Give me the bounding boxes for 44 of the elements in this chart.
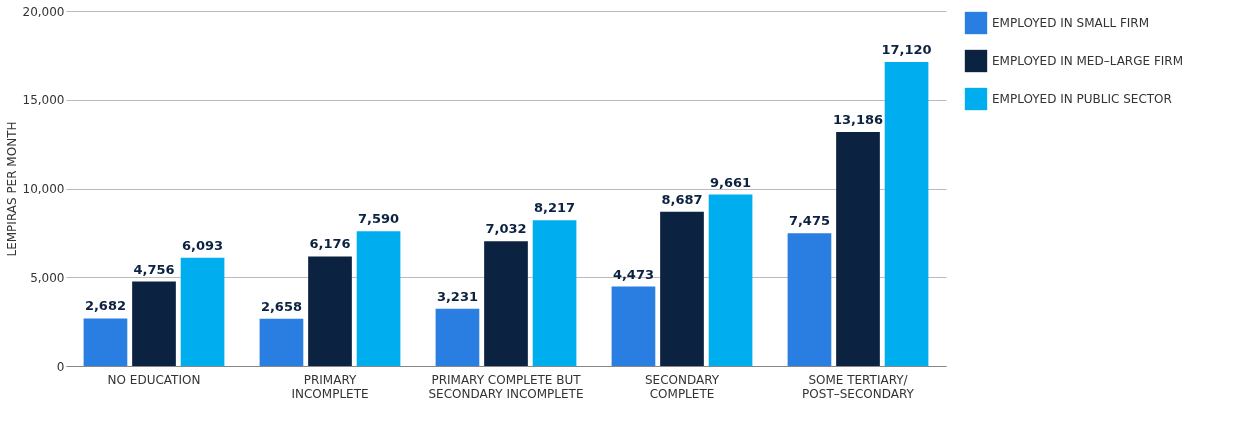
- data-label: 2,682: [84, 298, 127, 314]
- data-label: 7,032: [485, 221, 527, 237]
- data-label: 3,231: [436, 288, 479, 304]
- x-tick-label: SECONDARY COMPLETE: [644, 372, 720, 401]
- data-label: 4,756: [133, 261, 175, 277]
- data-label: 4,473: [612, 266, 655, 282]
- x-tick-label: PRIMARY INCOMPLETE: [291, 372, 369, 401]
- data-label: 2,658: [260, 298, 303, 314]
- data-label: 6,093: [181, 237, 224, 253]
- data-label: 9,661: [709, 174, 752, 190]
- y-tick-label: 5,000: [30, 270, 65, 285]
- x-tick-label: NO EDUCATION: [107, 372, 201, 387]
- data-label: 6,176: [309, 236, 351, 252]
- bar: [308, 256, 352, 366]
- bar: [708, 194, 753, 366]
- data-label: 8,217: [533, 200, 576, 216]
- bar: [132, 281, 176, 366]
- x-tick-label: SOME TERTIARY/ POST–SECONDARY: [802, 372, 915, 401]
- bar: [884, 62, 929, 366]
- bar: [83, 318, 128, 366]
- bar: [180, 257, 225, 366]
- bar: [259, 318, 304, 366]
- y-tick-label: 20,000: [22, 4, 65, 19]
- data-label: 13,186: [832, 111, 884, 127]
- x-tick-label: PRIMARY COMPLETE BUT SECONDARY INCOMPLETE: [428, 372, 584, 401]
- bar: [611, 286, 656, 366]
- bar: [660, 211, 704, 366]
- y-axis-title: LEMPIRAS PER MONTH: [4, 121, 19, 257]
- data-label: 17,120: [881, 42, 932, 58]
- legend-label: EMPLOYED IN PUBLIC SECTOR: [992, 92, 1172, 106]
- bar: [484, 241, 528, 366]
- bar: [435, 308, 480, 366]
- y-tick-label: 15,000: [22, 93, 65, 108]
- data-label: 8,687: [661, 191, 703, 207]
- bar: [356, 231, 401, 366]
- legend-label: EMPLOYED IN MED–LARGE FIRM: [992, 54, 1184, 68]
- legend-label: EMPLOYED IN SMALL FIRM: [992, 16, 1150, 30]
- data-label: 7,475: [788, 213, 831, 229]
- bar: [532, 220, 577, 366]
- bar: [787, 233, 832, 366]
- data-label: 7,590: [357, 211, 400, 227]
- y-tick-label: 10,000: [22, 182, 65, 196]
- y-tick-label: 0: [56, 359, 65, 374]
- bar: [836, 131, 880, 366]
